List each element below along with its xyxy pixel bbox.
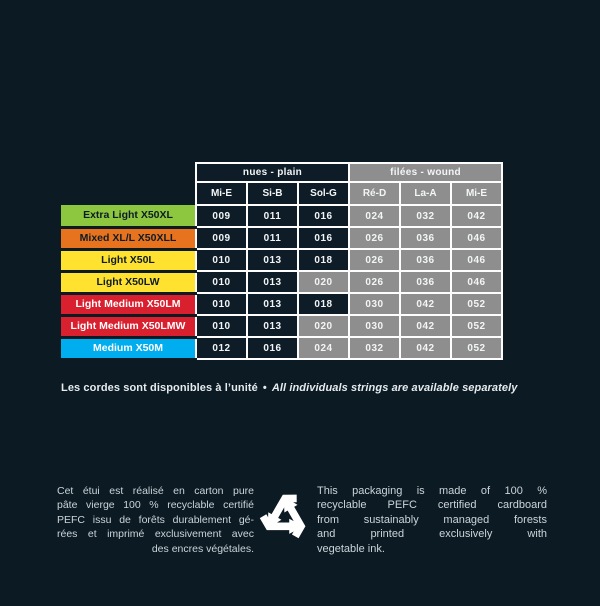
gauge-cell: 012	[195, 336, 248, 360]
gauge-cell: 016	[297, 226, 350, 250]
table-row: Light X50LW 010 013 020 026 036 046	[61, 270, 504, 295]
gauge-cell: 042	[399, 314, 452, 338]
eco-en-line: vegetable ink.	[317, 542, 385, 555]
row-label: Light Medium X50LM	[61, 293, 196, 317]
gauge-cell: 013	[246, 248, 299, 272]
gauge-cell: 026	[348, 248, 401, 272]
gauge-cell: 046	[449, 248, 504, 272]
gauge-cell: 052	[449, 314, 504, 338]
gauge-cell: 046	[449, 226, 504, 250]
gauge-cell: 013	[246, 292, 299, 316]
col-header-mi-e-plain: Mi-E	[195, 181, 248, 206]
gauge-cell: 010	[195, 292, 248, 316]
availability-footnote: Les cordes sont disponibles à l’unité • Al…	[61, 382, 517, 394]
table-row: Light Medium X50LM 010 013 018 030 042 0…	[61, 292, 504, 317]
table-corner-spacer	[61, 163, 196, 205]
gauge-cell: 032	[399, 204, 452, 228]
gauge-cell: 036	[399, 226, 452, 250]
gauge-cell: 026	[348, 226, 401, 250]
row-label: Light X50LW	[61, 271, 196, 295]
table-row: Mixed XL/L X50XLL 009 011 016 026 036 04…	[61, 226, 504, 251]
eco-fr-line: Cet étui est réalisé en carton pure	[57, 485, 254, 497]
gauge-cell: 020	[297, 270, 350, 294]
gauge-cell: 010	[195, 248, 248, 272]
column-header-row: Mi-E Si-B Sol-G Ré-D La-A Mi-E	[61, 181, 504, 206]
col-header-mi-e-wound: Mi-E	[449, 181, 504, 206]
row-label: Mixed XL/L X50XLL	[61, 227, 196, 251]
table-row: Light X50L 010 013 018 026 036 046	[61, 248, 504, 273]
gauge-cell: 042	[449, 204, 504, 228]
gauge-cell: 013	[246, 314, 299, 338]
gauge-cell: 036	[399, 270, 452, 294]
col-header-la-a: La-A	[399, 181, 452, 206]
eco-en-line: and printed exclusively with	[317, 528, 547, 541]
gauge-cell: 010	[195, 270, 248, 294]
table-row: Extra Light X50XL 009 011 016 024 032 04…	[61, 204, 504, 229]
gauge-cell: 032	[348, 336, 401, 360]
gauge-cell: 016	[297, 204, 350, 228]
eco-paragraph-english: This packaging is made of 100 % recyclab…	[317, 484, 547, 556]
gauge-cell: 020	[297, 314, 350, 338]
eco-paragraph-french: Cet étui est réalisé en carton pure pâte…	[57, 484, 254, 556]
gauge-cell: 030	[348, 314, 401, 338]
eco-fr-line: des encres végétales.	[151, 542, 254, 555]
row-label: Light Medium X50LMW	[61, 315, 196, 339]
group-header-wound: filées - wound	[347, 162, 504, 183]
string-gauge-table: nues - plain filées - wound Mi-E Si-B So…	[61, 162, 504, 361]
table-row: Medium X50M 012 016 024 032 042 052	[61, 336, 504, 361]
footnote-french: Les cordes sont disponibles à l’unité	[61, 382, 258, 394]
eco-fr-line: PEFC issu de forêts durablement gé-	[57, 513, 254, 526]
gauge-cell: 024	[297, 336, 350, 360]
gauge-cell: 042	[399, 292, 452, 316]
footnote-bullet: •	[262, 382, 267, 394]
gauge-cell: 030	[348, 292, 401, 316]
gauge-cell: 024	[348, 204, 401, 228]
col-header-si-b: Si-B	[246, 181, 299, 206]
gauge-cell: 010	[195, 314, 248, 338]
recycling-icon	[259, 494, 306, 539]
gauge-cell: 052	[449, 336, 504, 360]
group-header-row: nues - plain filées - wound	[61, 162, 504, 183]
col-header-sol-g: Sol-G	[297, 181, 350, 206]
gauge-cell: 009	[195, 204, 248, 228]
col-header-re-d: Ré-D	[348, 181, 401, 206]
gauge-cell: 042	[399, 336, 452, 360]
row-label: Light X50L	[61, 249, 196, 273]
gauge-cell: 013	[246, 270, 299, 294]
footnote-english: All individuals strings are available se…	[271, 382, 518, 394]
eco-fr-line: rées et imprimé exclusivement avec	[57, 528, 254, 541]
eco-en-line: from sustainably managed forests	[317, 513, 547, 526]
gauge-cell: 052	[449, 292, 504, 316]
gauge-cell: 016	[246, 336, 299, 360]
gauge-cell: 046	[449, 270, 504, 294]
eco-en-line: recyclable PEFC certified cardboard	[317, 499, 547, 512]
eco-en-line: This packaging is made of 100 %	[317, 485, 547, 497]
gauge-cell: 009	[195, 226, 248, 250]
gauge-cell: 018	[297, 292, 350, 316]
row-label: Medium X50M	[61, 337, 196, 361]
gauge-cell: 026	[348, 270, 401, 294]
table-row: Light Medium X50LMW 010 013 020 030 042 …	[61, 314, 504, 339]
row-label: Extra Light X50XL	[61, 205, 196, 229]
gauge-cell: 011	[246, 204, 299, 228]
gauge-cell: 018	[297, 248, 350, 272]
gauge-cell: 011	[246, 226, 299, 250]
eco-fr-line: pâte vierge 100 % recyclable certifié	[57, 499, 254, 512]
group-header-plain: nues - plain	[195, 162, 350, 183]
gauge-cell: 036	[399, 248, 452, 272]
